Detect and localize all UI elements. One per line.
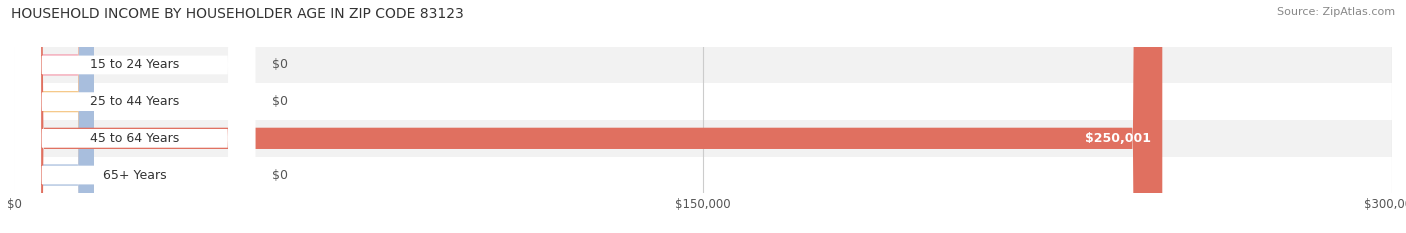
Bar (14, 120, 1392, 157)
FancyBboxPatch shape (14, 0, 256, 233)
FancyBboxPatch shape (14, 0, 94, 233)
FancyBboxPatch shape (14, 0, 256, 233)
Text: 65+ Years: 65+ Years (103, 168, 166, 182)
FancyBboxPatch shape (14, 0, 256, 233)
Text: 25 to 44 Years: 25 to 44 Years (90, 95, 179, 108)
Bar (14, 157, 1392, 193)
Text: 45 to 64 Years: 45 to 64 Years (90, 132, 179, 145)
Text: $0: $0 (271, 95, 288, 108)
FancyBboxPatch shape (14, 0, 256, 233)
FancyBboxPatch shape (14, 0, 94, 233)
Text: 15 to 24 Years: 15 to 24 Years (90, 58, 179, 72)
Text: HOUSEHOLD INCOME BY HOUSEHOLDER AGE IN ZIP CODE 83123: HOUSEHOLD INCOME BY HOUSEHOLDER AGE IN Z… (11, 7, 464, 21)
Text: $250,001: $250,001 (1085, 132, 1152, 145)
Text: $0: $0 (271, 168, 288, 182)
Bar (14, 47, 1392, 83)
Text: $0: $0 (271, 58, 288, 72)
Text: Source: ZipAtlas.com: Source: ZipAtlas.com (1277, 7, 1395, 17)
FancyBboxPatch shape (14, 0, 1163, 233)
Bar (14, 83, 1392, 120)
FancyBboxPatch shape (14, 0, 94, 233)
